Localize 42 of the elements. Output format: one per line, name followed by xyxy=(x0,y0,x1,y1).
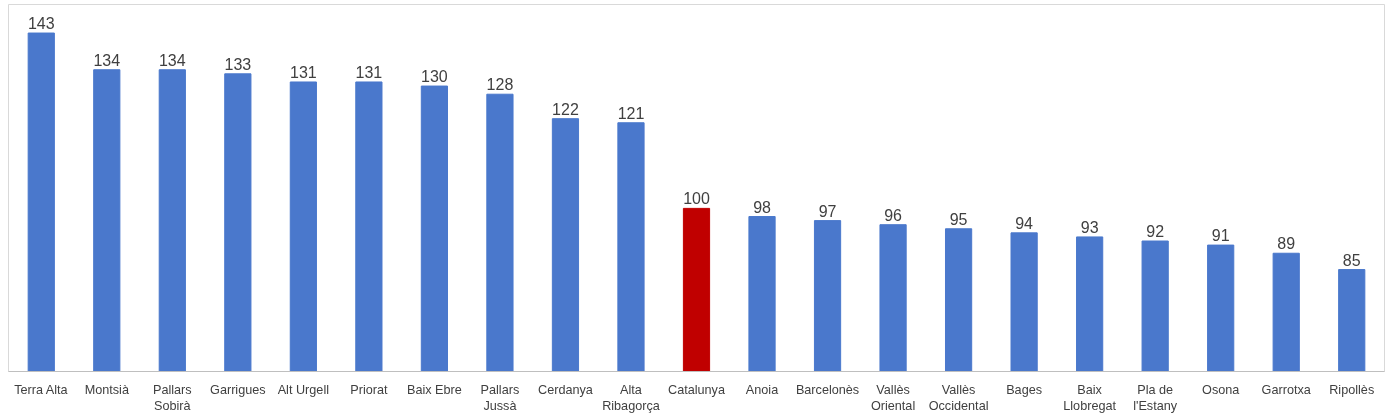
x-tick-label: Vallès Oriental xyxy=(870,382,916,414)
data-label: 100 xyxy=(683,190,710,208)
data-label: 134 xyxy=(93,51,121,69)
x-tick-label: Alt Urgell xyxy=(277,382,330,397)
data-label: 134 xyxy=(158,51,186,69)
x-tick-label: Garrigues xyxy=(210,382,266,397)
x-tick-label: Catalunya xyxy=(668,382,726,397)
data-label: 93 xyxy=(1080,218,1099,236)
x-tick-label: Bages xyxy=(1006,382,1043,397)
x-tick-label: Osona xyxy=(1202,382,1241,397)
data-label: 97 xyxy=(818,202,837,220)
x-tick-label: Pallars Sobirà xyxy=(152,382,192,414)
data-label: 121 xyxy=(617,104,645,122)
x-tick-label: Anoia xyxy=(745,382,780,397)
data-label: 96 xyxy=(884,206,903,224)
x-tick-label: Montsià xyxy=(84,382,130,397)
x-tick-label: Baix Ebre xyxy=(406,382,462,397)
data-label: 130 xyxy=(421,68,448,86)
x-tick-label: Barcelonès xyxy=(795,382,860,397)
x-tick-label: Garrotxa xyxy=(1261,382,1312,397)
data-label: 133 xyxy=(224,55,252,73)
data-label: 122 xyxy=(552,100,579,118)
x-tick-label: Cerdanya xyxy=(538,382,594,397)
data-label: 94 xyxy=(1015,214,1034,232)
x-tick-label: Pallars Jussà xyxy=(480,382,520,414)
data-label: 85 xyxy=(1342,251,1361,269)
data-label: 89 xyxy=(1277,235,1296,253)
x-tick-label: Vallès Occidental xyxy=(928,382,989,414)
data-label: 92 xyxy=(1146,223,1165,241)
data-label: 131 xyxy=(290,63,317,81)
data-label: 91 xyxy=(1211,227,1230,245)
x-tick-label: Priorat xyxy=(350,382,388,397)
data-label: 131 xyxy=(355,63,383,81)
data-label: 98 xyxy=(753,198,772,216)
x-tick-label: Terra Alta xyxy=(14,382,69,397)
x-tick-label: Pla de l'Estany xyxy=(1133,382,1178,414)
data-label: 95 xyxy=(949,210,968,228)
data-label: 143 xyxy=(27,15,55,33)
x-tick-label: Ripollès xyxy=(1329,382,1375,397)
data-label: 128 xyxy=(486,76,514,94)
x-tick-label: Alta Ribagorça xyxy=(602,382,661,414)
x-tick-label: Baix Llobregat xyxy=(1063,382,1117,414)
